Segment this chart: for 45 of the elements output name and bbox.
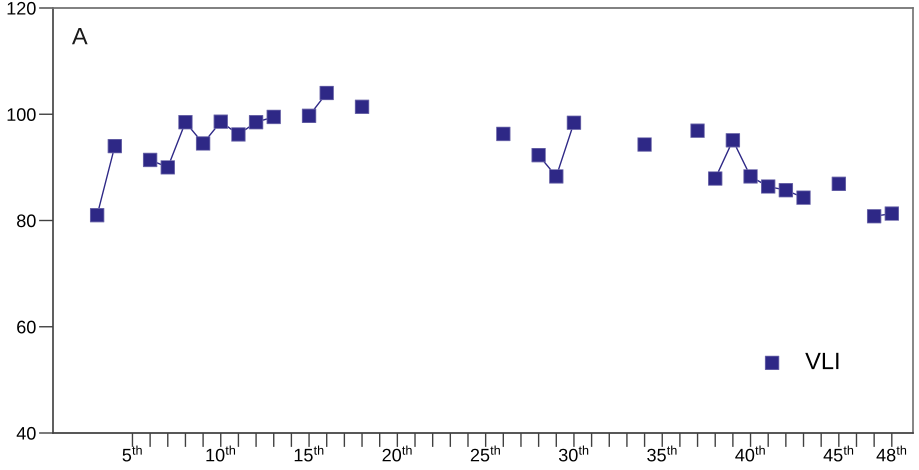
point bbox=[214, 114, 228, 129]
point bbox=[142, 152, 158, 168]
point bbox=[743, 169, 758, 184]
point bbox=[866, 209, 882, 224]
point bbox=[832, 176, 846, 192]
x-tick-label: 45$^{th}$ bbox=[824, 445, 854, 462]
x-tick-label: 40$^{th}$ bbox=[735, 445, 765, 462]
point bbox=[690, 124, 705, 138]
y-tick-label: 100 bbox=[8, 108, 36, 121]
x-tick-label: 25$^{th}$ bbox=[470, 445, 500, 462]
point bbox=[302, 108, 316, 124]
x-tick-label: 5$^{th}$ bbox=[122, 445, 142, 462]
point bbox=[196, 136, 210, 151]
point bbox=[266, 110, 281, 124]
point bbox=[726, 133, 740, 148]
point bbox=[320, 86, 334, 100]
point bbox=[778, 183, 794, 198]
y-tick-label: 80 bbox=[17, 214, 36, 228]
point bbox=[160, 160, 175, 175]
point bbox=[231, 127, 246, 142]
point bbox=[531, 148, 546, 162]
legend-label: VLI bbox=[805, 352, 838, 370]
point bbox=[496, 126, 510, 142]
y-tick-label: 120 bbox=[8, 2, 36, 15]
x-tick-label: 20$^{th}$ bbox=[382, 445, 412, 462]
point bbox=[884, 206, 899, 221]
point bbox=[108, 138, 122, 154]
x-tick-label: 48$^{th}$ bbox=[876, 445, 906, 462]
point bbox=[566, 116, 582, 130]
x-tick-label: 35$^{th}$ bbox=[647, 445, 677, 462]
point bbox=[178, 115, 193, 130]
point bbox=[549, 169, 564, 184]
point bbox=[637, 137, 652, 152]
x-tick-label: 10$^{th}$ bbox=[206, 445, 236, 462]
x-tick-label: 15$^{th}$ bbox=[294, 445, 324, 462]
point bbox=[248, 115, 264, 130]
point bbox=[796, 190, 811, 205]
point bbox=[90, 208, 104, 222]
point bbox=[354, 100, 370, 114]
y-tick-label: 60 bbox=[17, 320, 36, 334]
point bbox=[708, 171, 722, 186]
y-tick-label: 40 bbox=[16, 426, 36, 440]
point bbox=[761, 179, 776, 194]
text: A bbox=[72, 28, 88, 44]
x-tick-label: 30$^{th}$ bbox=[558, 445, 588, 462]
